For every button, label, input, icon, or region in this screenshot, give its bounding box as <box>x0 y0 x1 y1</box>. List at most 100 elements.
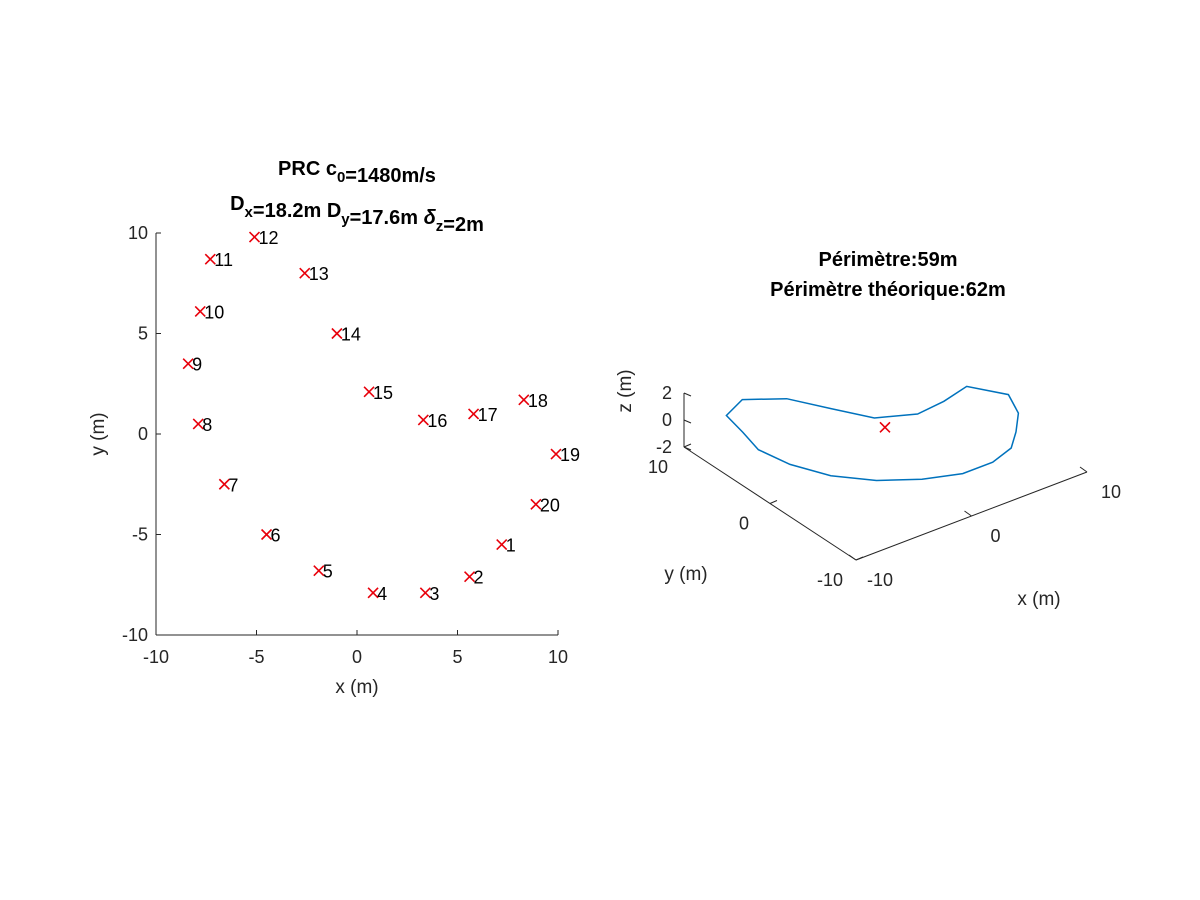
chart-title-line-2-run-0: D <box>230 193 244 215</box>
chart-title-line-2-run-3: y <box>341 211 350 228</box>
z-tick-mark-3d-0 <box>683 446 692 451</box>
point-marker-13-stroke-b <box>299 267 311 279</box>
point-label-11: 11 <box>214 250 233 270</box>
chart-title-line-1-run-1: 0 <box>337 169 345 186</box>
point-marker-14-stroke-b <box>331 327 343 340</box>
x-axis-label: x (m) <box>335 677 378 698</box>
point-label-16: 16 <box>427 411 447 431</box>
x-tick-label-3d-0: -10 <box>867 570 893 590</box>
point-marker-2-stroke-b <box>463 571 476 583</box>
point-label-8: 8 <box>202 415 212 435</box>
y-axis-label-3d: y (m) <box>664 564 707 585</box>
x-tick-label-1: -5 <box>248 647 264 667</box>
point-label-4: 4 <box>377 584 387 604</box>
point-label-20: 20 <box>540 495 560 515</box>
point-marker-9 <box>182 358 194 370</box>
point-marker-3 <box>419 587 431 599</box>
y-tick-mark-3d-2 <box>683 443 692 448</box>
point-marker-11-stroke-b <box>204 253 216 265</box>
x-tick-label-4: 10 <box>548 647 568 667</box>
point-label-9: 9 <box>192 355 202 375</box>
point-marker-10 <box>194 305 206 317</box>
perimeter-line-3d <box>725 385 1020 482</box>
point-marker-7 <box>218 478 230 490</box>
point-marker-16 <box>417 414 429 426</box>
point-marker-13 <box>299 267 311 279</box>
point-label-2: 2 <box>474 568 484 588</box>
chart-title-line-1: PRC c0=1480m/s <box>278 158 436 187</box>
x-tick-mark-3d-2 <box>1079 466 1088 473</box>
chart-title-line-2-run-7: =2m <box>443 214 484 236</box>
point-marker-15-stroke-b <box>363 386 375 398</box>
point-marker-1 <box>496 538 508 551</box>
y-tick-label-3d-0: -10 <box>817 570 843 590</box>
point-marker-8 <box>192 418 204 430</box>
x-tick-label-3: 5 <box>452 647 462 667</box>
point-label-5: 5 <box>323 562 333 582</box>
point-marker-8-stroke-b <box>192 418 204 430</box>
point-marker-3-stroke-b <box>419 587 431 599</box>
z-tick-label-3d-2: 2 <box>662 383 672 403</box>
chart-title-3d-line-1-run-0: Périmètre:59m <box>819 249 958 271</box>
point-marker-1-stroke-b <box>496 538 508 551</box>
y-axis-label: y (m) <box>88 412 109 455</box>
y-tick-label-3d-1: 0 <box>739 514 749 534</box>
point-marker-14 <box>331 327 343 340</box>
chart-title-line-2-run-2: =18.2m D <box>253 200 341 222</box>
chart-title-line-2: Dx=18.2m Dy=17.6m δz=2m <box>230 193 484 236</box>
y-tick-mark-3d-0 <box>855 556 864 561</box>
z-tick-mark-3d-1 <box>683 419 692 424</box>
chart-title-line-1-run-2: =1480m/s <box>345 165 436 187</box>
x-tick-label-2: 0 <box>352 647 362 667</box>
point-marker-10-stroke-b <box>194 305 206 317</box>
y-tick-label-3: 5 <box>138 324 148 344</box>
z-tick-mark-3d-2 <box>683 392 692 397</box>
point-marker-18-stroke-b <box>518 394 530 406</box>
point-marker-6-stroke-b <box>260 528 273 541</box>
point-marker-17-stroke-b <box>468 408 480 420</box>
point-marker-12-stroke-b <box>248 231 261 243</box>
point-marker-20 <box>530 498 542 510</box>
y-tick-label-1: -5 <box>132 525 148 545</box>
y-tick-mark-3d-1 <box>769 500 778 504</box>
point-label-10: 10 <box>204 302 224 322</box>
point-marker-17 <box>468 408 480 420</box>
point-marker-19-stroke-b <box>550 448 562 460</box>
x-tick-mark-3d-1 <box>964 510 972 517</box>
chart-title-3d-line-2-run-0: Périmètre théorique:62m <box>770 279 1006 301</box>
point-marker-5 <box>313 565 325 577</box>
chart-title-line-2-run-4: =17.6m <box>350 207 424 229</box>
center-marker-3d <box>879 421 891 433</box>
point-marker-11 <box>204 253 216 265</box>
point-marker-20-stroke-b <box>530 498 542 510</box>
point-marker-4 <box>367 587 379 599</box>
x-tick-label-3d-2: 10 <box>1101 482 1121 502</box>
point-label-15: 15 <box>373 383 393 403</box>
z-tick-label-3d-0: -2 <box>656 437 672 457</box>
z-axis-label-3d: z (m) <box>615 369 636 412</box>
chart-title-3d-line-1: Périmètre:59m <box>819 249 958 271</box>
point-marker-12 <box>248 231 261 243</box>
y-tick-label-2: 0 <box>138 424 148 444</box>
point-label-3: 3 <box>429 584 439 604</box>
x-tick-mark-3d-0 <box>848 554 857 561</box>
point-marker-9-stroke-b <box>182 358 194 370</box>
point-marker-6 <box>260 528 273 541</box>
chart-title-line-2-run-5: δ <box>424 207 437 229</box>
point-label-6: 6 <box>271 526 281 546</box>
point-marker-16-stroke-b <box>417 414 429 426</box>
point-label-1: 1 <box>506 536 516 556</box>
x-tick-label-0: -10 <box>143 647 169 667</box>
chart-title-line-2-run-1: x <box>245 204 254 221</box>
point-marker-2 <box>463 571 476 583</box>
y-tick-label-4: 10 <box>128 223 148 243</box>
point-label-12: 12 <box>258 228 278 248</box>
chart-title-line-2-run-6: z <box>436 218 444 235</box>
point-marker-5-stroke-b <box>313 565 325 577</box>
point-label-14: 14 <box>341 325 361 345</box>
point-marker-19 <box>550 448 562 460</box>
x-tick-label-3d-1: 0 <box>990 526 1000 546</box>
